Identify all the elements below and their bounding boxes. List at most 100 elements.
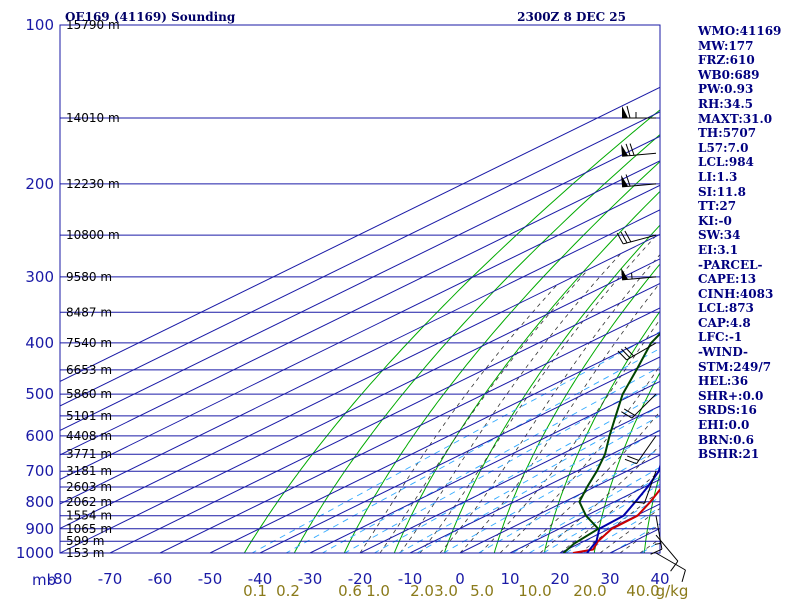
temperature-tick-label: 10 (500, 570, 519, 588)
temperature-tick-label: -20 (348, 570, 373, 588)
isotherm-line (209, 331, 660, 553)
isotherm-line (259, 356, 660, 553)
temperature-tick-label: -40 (248, 570, 273, 588)
mixing-ratio-label: 5.0 (470, 582, 494, 600)
index-value: CAPE:13 (698, 272, 757, 287)
height-label: 10800 m (66, 228, 120, 242)
wind-barbs (616, 105, 686, 583)
pressure-tick-label: 600 (25, 427, 54, 445)
index-value: SHR+:0.0 (698, 388, 764, 403)
valid-time: 2300Z 8 DEC 25 (517, 10, 626, 24)
mixing-ratio-label: 0.1 (243, 582, 267, 600)
index-value: WB0:689 (698, 67, 760, 82)
dry-adiabat-line (343, 160, 660, 553)
mixing-ratio-line (416, 415, 660, 553)
temperature-tick-label: -10 (398, 570, 423, 588)
moist-adiabat-line (379, 268, 589, 553)
height-label: 5101 m (66, 409, 112, 423)
mixing-ratio-label: g/kg (656, 582, 689, 600)
height-label: 5860 m (66, 387, 112, 401)
isotherm-line (159, 307, 660, 553)
index-value: L57:7.0 (698, 140, 749, 155)
height-label: 599 m (66, 534, 104, 548)
temperature-tick-label: -80 (48, 570, 73, 588)
pressure-tick-label: 500 (25, 385, 54, 403)
mixing-ratio-line (373, 392, 660, 553)
pressure-tick-labels: 100 200 300 400 500 600 700 800 900 1000 (16, 16, 54, 562)
pressure-tick-label: 1000 (16, 544, 54, 562)
pressure-tick-label: 900 (25, 520, 54, 538)
index-value: LFC:-1 (698, 330, 743, 345)
isotherm-line (60, 111, 660, 407)
pressure-tick-label: 100 (25, 16, 54, 34)
dry-adiabat-line (543, 310, 660, 553)
index-value: BSHR:21 (698, 447, 760, 462)
isotherm-line (60, 135, 660, 432)
height-label: 1554 m (66, 509, 112, 523)
mixing-ratio-labels: 0.1 0.2 0.6 1.0 2.0 3.0 5.0 10.0 20.0 40.0g/kg (243, 582, 688, 600)
chart-title: OE169 (41169) Sounding (65, 10, 236, 24)
isotherm-line (60, 184, 660, 481)
index-value: WMO:41169 (698, 24, 782, 38)
height-label: 8487 m (66, 305, 112, 319)
wind-barb (655, 534, 679, 572)
height-label: 7540 m (66, 336, 112, 350)
index-value: -WIND- (698, 345, 748, 360)
temperature-tick-label: -30 (298, 570, 323, 588)
mixing-ratio-label: 0.2 (276, 582, 300, 600)
temperature-tick-label: 20 (550, 570, 569, 588)
isotherm-line (309, 380, 660, 553)
index-value: LCL:984 (698, 155, 754, 170)
temperature-tick-label: 30 (600, 570, 619, 588)
wind-barb (655, 552, 686, 583)
index-value: -PARCEL- (698, 257, 763, 272)
height-label: 6653 m (66, 363, 112, 377)
index-value: HEL:36 (698, 374, 749, 389)
mixing-ratio-label: 1.0 (366, 582, 390, 600)
isotherm-line (60, 258, 660, 553)
isobars (59, 24, 661, 554)
height-label: 2603 m (66, 480, 112, 494)
mixing-ratio-line (582, 507, 660, 553)
height-label: 3181 m (66, 464, 112, 478)
height-label: 15790 m (66, 18, 120, 32)
wind-barb (624, 435, 657, 465)
isotherm-line (459, 454, 660, 553)
index-value: MAXT:31.0 (698, 111, 773, 126)
temperature-tick-label: -60 (148, 570, 173, 588)
index-value: STM:249/7 (698, 359, 772, 374)
index-value: SRDS:16 (698, 403, 757, 418)
index-value: MW:177 (698, 38, 754, 53)
dry-adiabats (243, 109, 660, 553)
index-value: LI:1.3 (698, 169, 738, 184)
wind-barb (632, 471, 657, 504)
sounding-line (562, 332, 660, 553)
wind-barb (621, 267, 657, 281)
mixing-ratio-line (528, 476, 660, 553)
mixing-ratio-line (442, 429, 660, 553)
height-label: 9580 m (66, 270, 112, 284)
wind-barb (622, 105, 656, 119)
sounding-line (572, 488, 660, 553)
moist-adiabat-line (539, 444, 660, 553)
mixing-ratio-label: 0.6 (338, 582, 362, 600)
dry-adiabat-line (243, 109, 660, 553)
isotherm-line (409, 429, 660, 553)
wind-barb (621, 143, 657, 157)
plot-frame (59, 24, 661, 554)
temperature-tick-label: -70 (98, 570, 123, 588)
height-label: 1065 m (66, 522, 112, 536)
moist-adiabat-line (519, 410, 660, 553)
index-value: PW:0.93 (698, 82, 754, 97)
wind-barb (617, 342, 657, 361)
sounding-line (586, 463, 660, 553)
moist-adiabat-line (439, 253, 660, 553)
isotherm-line (60, 160, 660, 456)
pressure-tick-label: 400 (25, 334, 54, 352)
plot-area (60, 25, 660, 553)
wind-barb (616, 230, 657, 245)
mixing-ratio-line (343, 377, 660, 553)
mixing-ratio-label: 40.0 (626, 582, 659, 600)
moist-adiabat-line (359, 284, 558, 553)
